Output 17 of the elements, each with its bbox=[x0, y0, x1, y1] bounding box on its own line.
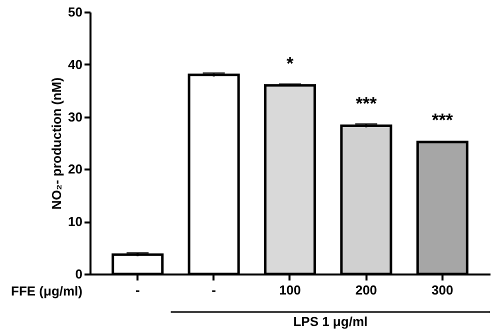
y-tick-label: 50 bbox=[68, 4, 82, 20]
annotation: *** bbox=[432, 110, 453, 130]
annotation: * bbox=[286, 53, 294, 74]
y-tick-label: 0 bbox=[75, 266, 82, 282]
y-tick-label: 30 bbox=[68, 109, 82, 124]
x-tick-label: 200 bbox=[355, 282, 378, 298]
x-tick-label: 100 bbox=[279, 282, 301, 298]
x-tick-label: 300 bbox=[432, 282, 454, 298]
x-tick-label: - bbox=[135, 282, 140, 298]
x-axis-title: FFE (μg/ml) bbox=[11, 284, 82, 298]
y-axis-title: NO₂- production (nM) bbox=[49, 77, 64, 210]
y-tick-label: 20 bbox=[68, 162, 82, 177]
text: LPS 1 μg/ml bbox=[293, 314, 368, 329]
annotation: *** bbox=[356, 94, 377, 114]
y-tick-label: 40 bbox=[68, 56, 82, 72]
y-tick-label: 10 bbox=[68, 214, 82, 230]
x-tick-label: - bbox=[212, 282, 216, 298]
